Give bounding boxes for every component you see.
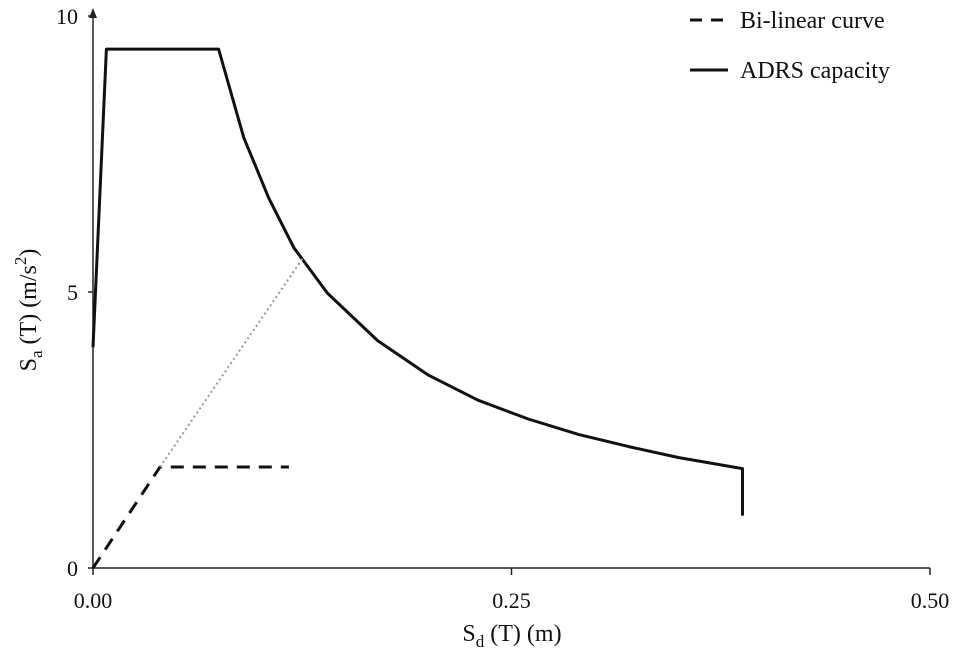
y-tick-label: 5 [67,280,78,305]
y-axis-title: Sa (T) (m/s2) [11,249,46,372]
legend-label-adrs: ADRS capacity [740,58,890,84]
x-tick-label: 0.25 [492,588,531,613]
y-tick-label: 10 [56,4,78,29]
series-adrs-line [91,47,744,516]
series-layer [91,47,744,569]
x-tick-label: 0.50 [911,588,950,613]
legend: Bi-linear curve ADRS capacity [690,8,890,84]
legend-item-adrs: ADRS capacity [690,58,890,84]
series-dotted-line [159,258,304,468]
series-bilinear-line [91,465,289,569]
axes [89,8,930,569]
ticks: 0.00 0.25 0.50 0 5 10 [56,4,949,613]
x-tick-label: 0.00 [74,588,113,613]
y-tick-label: 0 [67,556,78,581]
x-axis-title: Sd (T) (m) [462,621,561,651]
legend-label-bilinear: Bi-linear curve [740,8,885,34]
legend-item-bilinear: Bi-linear curve [690,8,885,34]
